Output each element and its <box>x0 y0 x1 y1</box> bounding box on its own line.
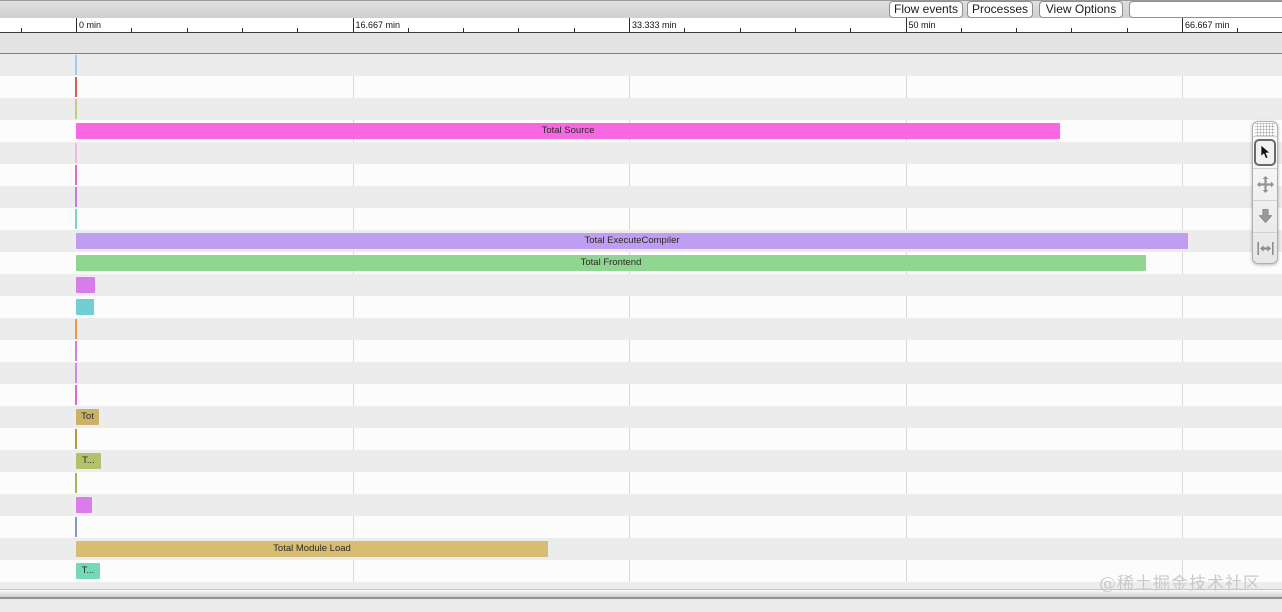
ruler-minor-tick <box>960 28 962 32</box>
ruler-minor-tick <box>1071 28 1073 32</box>
timeline-row: T... <box>0 450 1282 472</box>
ruler-major-tick: 33.333 min <box>629 18 677 32</box>
ruler-minor-tick <box>241 28 243 32</box>
timeline-row: Tot <box>0 406 1282 428</box>
chart-bottom-border <box>0 589 1282 590</box>
ruler-tick-label: 66.667 min <box>1185 20 1230 30</box>
timeline-event-bar[interactable] <box>75 55 77 75</box>
timeline-bar[interactable]: Total Module Load <box>76 541 548 557</box>
timeline-event-bar[interactable] <box>75 517 77 537</box>
timeline-event-bar[interactable] <box>75 165 77 185</box>
timeline-row: Total Frontend <box>0 252 1282 274</box>
horizontal-expand-icon <box>1256 242 1274 255</box>
timeline-bar[interactable]: T... <box>76 563 100 579</box>
timeline-row <box>0 384 1282 406</box>
timeline-event-bar[interactable] <box>75 473 77 493</box>
timeline-row <box>0 362 1282 384</box>
timeline-event-bar[interactable] <box>76 277 95 293</box>
ruler-minor-tick <box>20 28 22 32</box>
timeline-row <box>0 340 1282 362</box>
ruler-minor-tick <box>850 28 852 32</box>
timeline-row <box>0 296 1282 318</box>
timeline-row <box>0 582 1282 589</box>
ruler-tick-label: 16.667 min <box>355 20 401 30</box>
timeline-row: T... <box>0 560 1282 582</box>
fit-horizontal-tool-button[interactable] <box>1253 232 1277 263</box>
timeline-row: Total ExecuteCompiler <box>0 230 1282 252</box>
ruler-minor-tick <box>463 28 465 32</box>
palette-grip-handle[interactable] <box>1255 123 1275 136</box>
ruler-minor-tick <box>518 28 520 32</box>
ruler-minor-tick <box>573 28 575 32</box>
ruler-tick-label: 0 min <box>79 20 102 30</box>
tool-palette <box>1252 121 1278 264</box>
timeline-chart[interactable]: Total Source Total ExecuteCompiler Total F… <box>0 54 1282 589</box>
timeline-row <box>0 54 1282 76</box>
horizontal-scrollbar[interactable] <box>0 590 1282 599</box>
timeline-event-bar[interactable] <box>75 429 77 449</box>
move-tool-button[interactable] <box>1253 168 1277 200</box>
ruler-major-tick: 0 min <box>76 18 101 32</box>
timeline-event-bar[interactable] <box>75 77 77 97</box>
timeline-event-bar[interactable] <box>76 299 94 315</box>
ruler-minor-tick <box>1126 28 1128 32</box>
ruler-minor-tick <box>1016 28 1018 32</box>
cursor-arrow-icon <box>1260 145 1271 160</box>
ruler-minor-tick <box>1237 28 1239 32</box>
timeline-row <box>0 516 1282 538</box>
flow-events-button[interactable]: Flow events <box>889 1 963 18</box>
processes-button[interactable]: Processes <box>967 1 1033 18</box>
ruler-minor-tick <box>131 28 133 32</box>
ruler-major-tick: 66.667 min <box>1182 18 1230 32</box>
ruler-tick-label: 50 min <box>908 20 936 30</box>
timeline-row <box>0 76 1282 98</box>
down-arrow-icon <box>1258 209 1272 224</box>
timeline-row <box>0 208 1282 230</box>
ruler-minor-tick <box>794 28 796 32</box>
ruler-major-tick: 16.667 min <box>352 18 400 32</box>
ruler-major-tick: 50 min <box>905 18 936 32</box>
timeline-event-bar[interactable] <box>75 209 77 229</box>
timeline-event-bar[interactable] <box>75 319 77 339</box>
timeline-event-bar[interactable] <box>75 143 77 163</box>
timeline-bar[interactable]: Tot <box>76 409 99 425</box>
timeline-row: Total Module Load <box>0 538 1282 560</box>
ruler-substrip <box>0 33 1282 54</box>
timeline-ruler[interactable]: 0 min 16.667 min 33.333 min 50 min 66.667 mi… <box>0 18 1282 33</box>
top-toolbar: Flow events Processes View Options <box>0 0 1282 18</box>
timeline-event-bar[interactable] <box>75 385 77 405</box>
timeline-event-bar[interactable] <box>75 187 77 207</box>
timeline-bar[interactable]: T... <box>76 453 101 469</box>
toolbar-empty-segment <box>1129 1 1282 18</box>
timeline-event-bar[interactable] <box>75 99 77 119</box>
move-arrows-icon <box>1256 176 1274 193</box>
ruler-minor-tick <box>186 28 188 32</box>
timeline-row <box>0 274 1282 296</box>
timeline-row <box>0 494 1282 516</box>
scroll-down-tool-button[interactable] <box>1253 200 1277 232</box>
select-tool-button[interactable] <box>1253 136 1277 168</box>
ruler-minor-tick <box>684 28 686 32</box>
timeline-bar[interactable]: Total ExecuteCompiler <box>76 233 1188 249</box>
timeline-event-bar[interactable] <box>75 341 77 361</box>
timeline-event-bar[interactable] <box>75 363 77 383</box>
timeline-event-bar[interactable] <box>76 497 92 513</box>
view-options-button[interactable]: View Options <box>1039 1 1123 18</box>
timeline-row <box>0 164 1282 186</box>
timeline-row <box>0 472 1282 494</box>
timeline-row <box>0 428 1282 450</box>
timeline-bar[interactable]: Total Frontend <box>76 255 1146 271</box>
ruler-tick-label: 33.333 min <box>632 20 677 30</box>
watermark: @稀土掘金技术社区 <box>1099 574 1261 594</box>
timeline-row <box>0 142 1282 164</box>
status-band <box>0 599 1282 612</box>
ruler-minor-tick <box>739 28 741 32</box>
timeline-row <box>0 98 1282 120</box>
ruler-minor-tick <box>407 28 409 32</box>
ruler-minor-tick <box>297 28 299 32</box>
timeline-row: Total Source <box>0 120 1282 142</box>
timeline-row <box>0 186 1282 208</box>
timeline-row <box>0 318 1282 340</box>
timeline-bar[interactable]: Total Source <box>76 123 1060 139</box>
